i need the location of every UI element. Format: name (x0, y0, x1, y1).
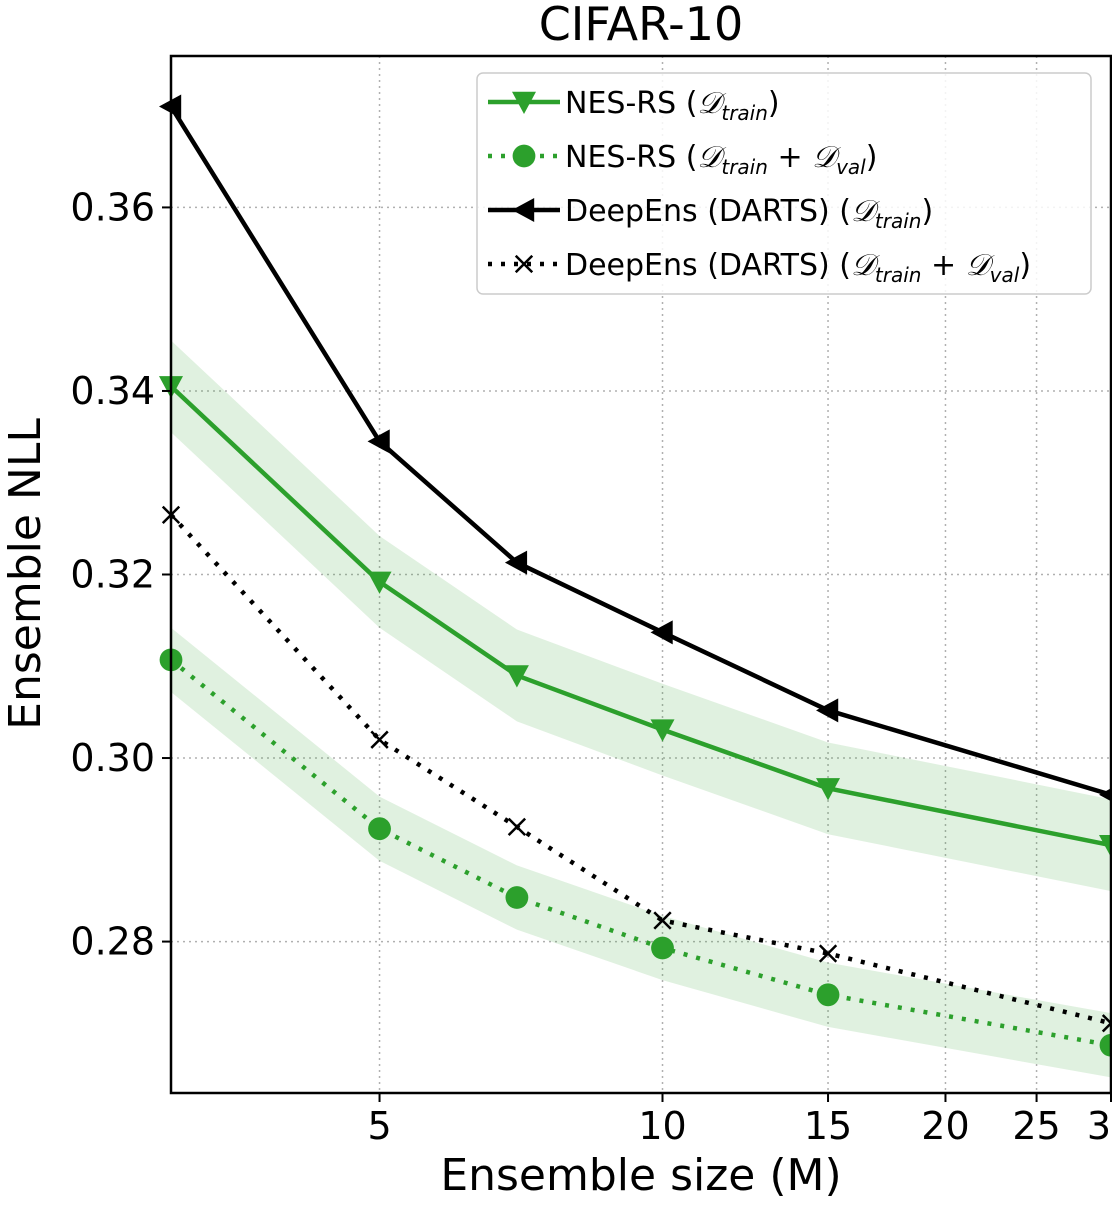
circle-marker (816, 983, 840, 1007)
x-marker (514, 254, 534, 274)
triangle-down-marker (504, 665, 529, 688)
triangle-left-marker (367, 429, 390, 454)
triangle-left-marker (1099, 787, 1112, 802)
nes-rs-train-line (169, 384, 1112, 848)
y-tick-label: 0.34 (70, 369, 155, 413)
triangle-left-marker (650, 620, 673, 645)
y-tick-label: 0.32 (70, 553, 155, 597)
x-marker (507, 817, 527, 837)
x-tick-label: 10 (638, 1104, 686, 1148)
series-deepens-darts-train (159, 94, 1112, 802)
nes-rs-train-val-line (169, 658, 1112, 1048)
circle-marker (651, 936, 674, 960)
circle-marker (512, 144, 536, 168)
y-tick-label: 0.36 (70, 185, 155, 229)
x-marker (818, 944, 838, 963)
triangle-down-marker (367, 571, 392, 594)
triangle-left-marker (504, 550, 528, 575)
deepens-darts-train-line (169, 105, 1112, 797)
x-marker (653, 911, 672, 930)
x-tick-label: 15 (804, 1104, 852, 1148)
triangle-down-marker (650, 719, 675, 742)
series-layer (159, 94, 1112, 1057)
triangle-left-marker (816, 698, 839, 723)
legend-box (476, 72, 1092, 295)
y-tick-label: 0.30 (70, 736, 155, 780)
tick-layer: 5 10 15 20 25 30 0.28 0.30 0.32 0.34 0.36 (70, 185, 1112, 1148)
y-axis-title: Ensemble NLL (0, 418, 51, 730)
x-axis-title: Ensemble size (M) (440, 1150, 841, 1201)
legend-label-nes-rs-train-val: NES-RS (𝒟train​ + 𝒟val​) (565, 140, 877, 179)
legend-label-deepens-darts-train-val: DeepEns (DARTS) (𝒟train​ + 𝒟val​) (565, 248, 1031, 287)
x-tick-label: 30 (1087, 1104, 1112, 1148)
circle-marker (1099, 1033, 1112, 1057)
triangle-left-marker (512, 198, 535, 222)
x-tick-label: 20 (921, 1104, 969, 1148)
chart-title: CIFAR-10 (539, 0, 744, 51)
x-tick-label: 5 (367, 1104, 391, 1148)
nes-rs-train-band (171, 340, 1111, 892)
y-tick-label: 0.28 (70, 920, 155, 964)
triangle-down-marker (1099, 835, 1112, 858)
triangle-down-marker (512, 91, 536, 114)
band-layer (171, 340, 1111, 1078)
nes-rs-train-val-band (171, 627, 1111, 1078)
triangle-down-marker (816, 778, 841, 801)
legend: NES-RS (𝒟train​) NES-RS (𝒟train​ + 𝒟val​)… (476, 72, 1092, 295)
x-marker (370, 730, 389, 749)
legend-label-nes-rs-train: NES-RS (𝒟train​) (565, 86, 780, 125)
series-nes-rs-train (159, 376, 1112, 858)
circle-marker (368, 817, 391, 841)
circle-marker (505, 886, 529, 909)
legend-label-deepens-darts-train: DeepEns (DARTS) (𝒟train​) (565, 194, 933, 233)
x-tick-label: 25 (1012, 1104, 1060, 1148)
deepens-darts-train-val-line (169, 513, 1112, 1026)
